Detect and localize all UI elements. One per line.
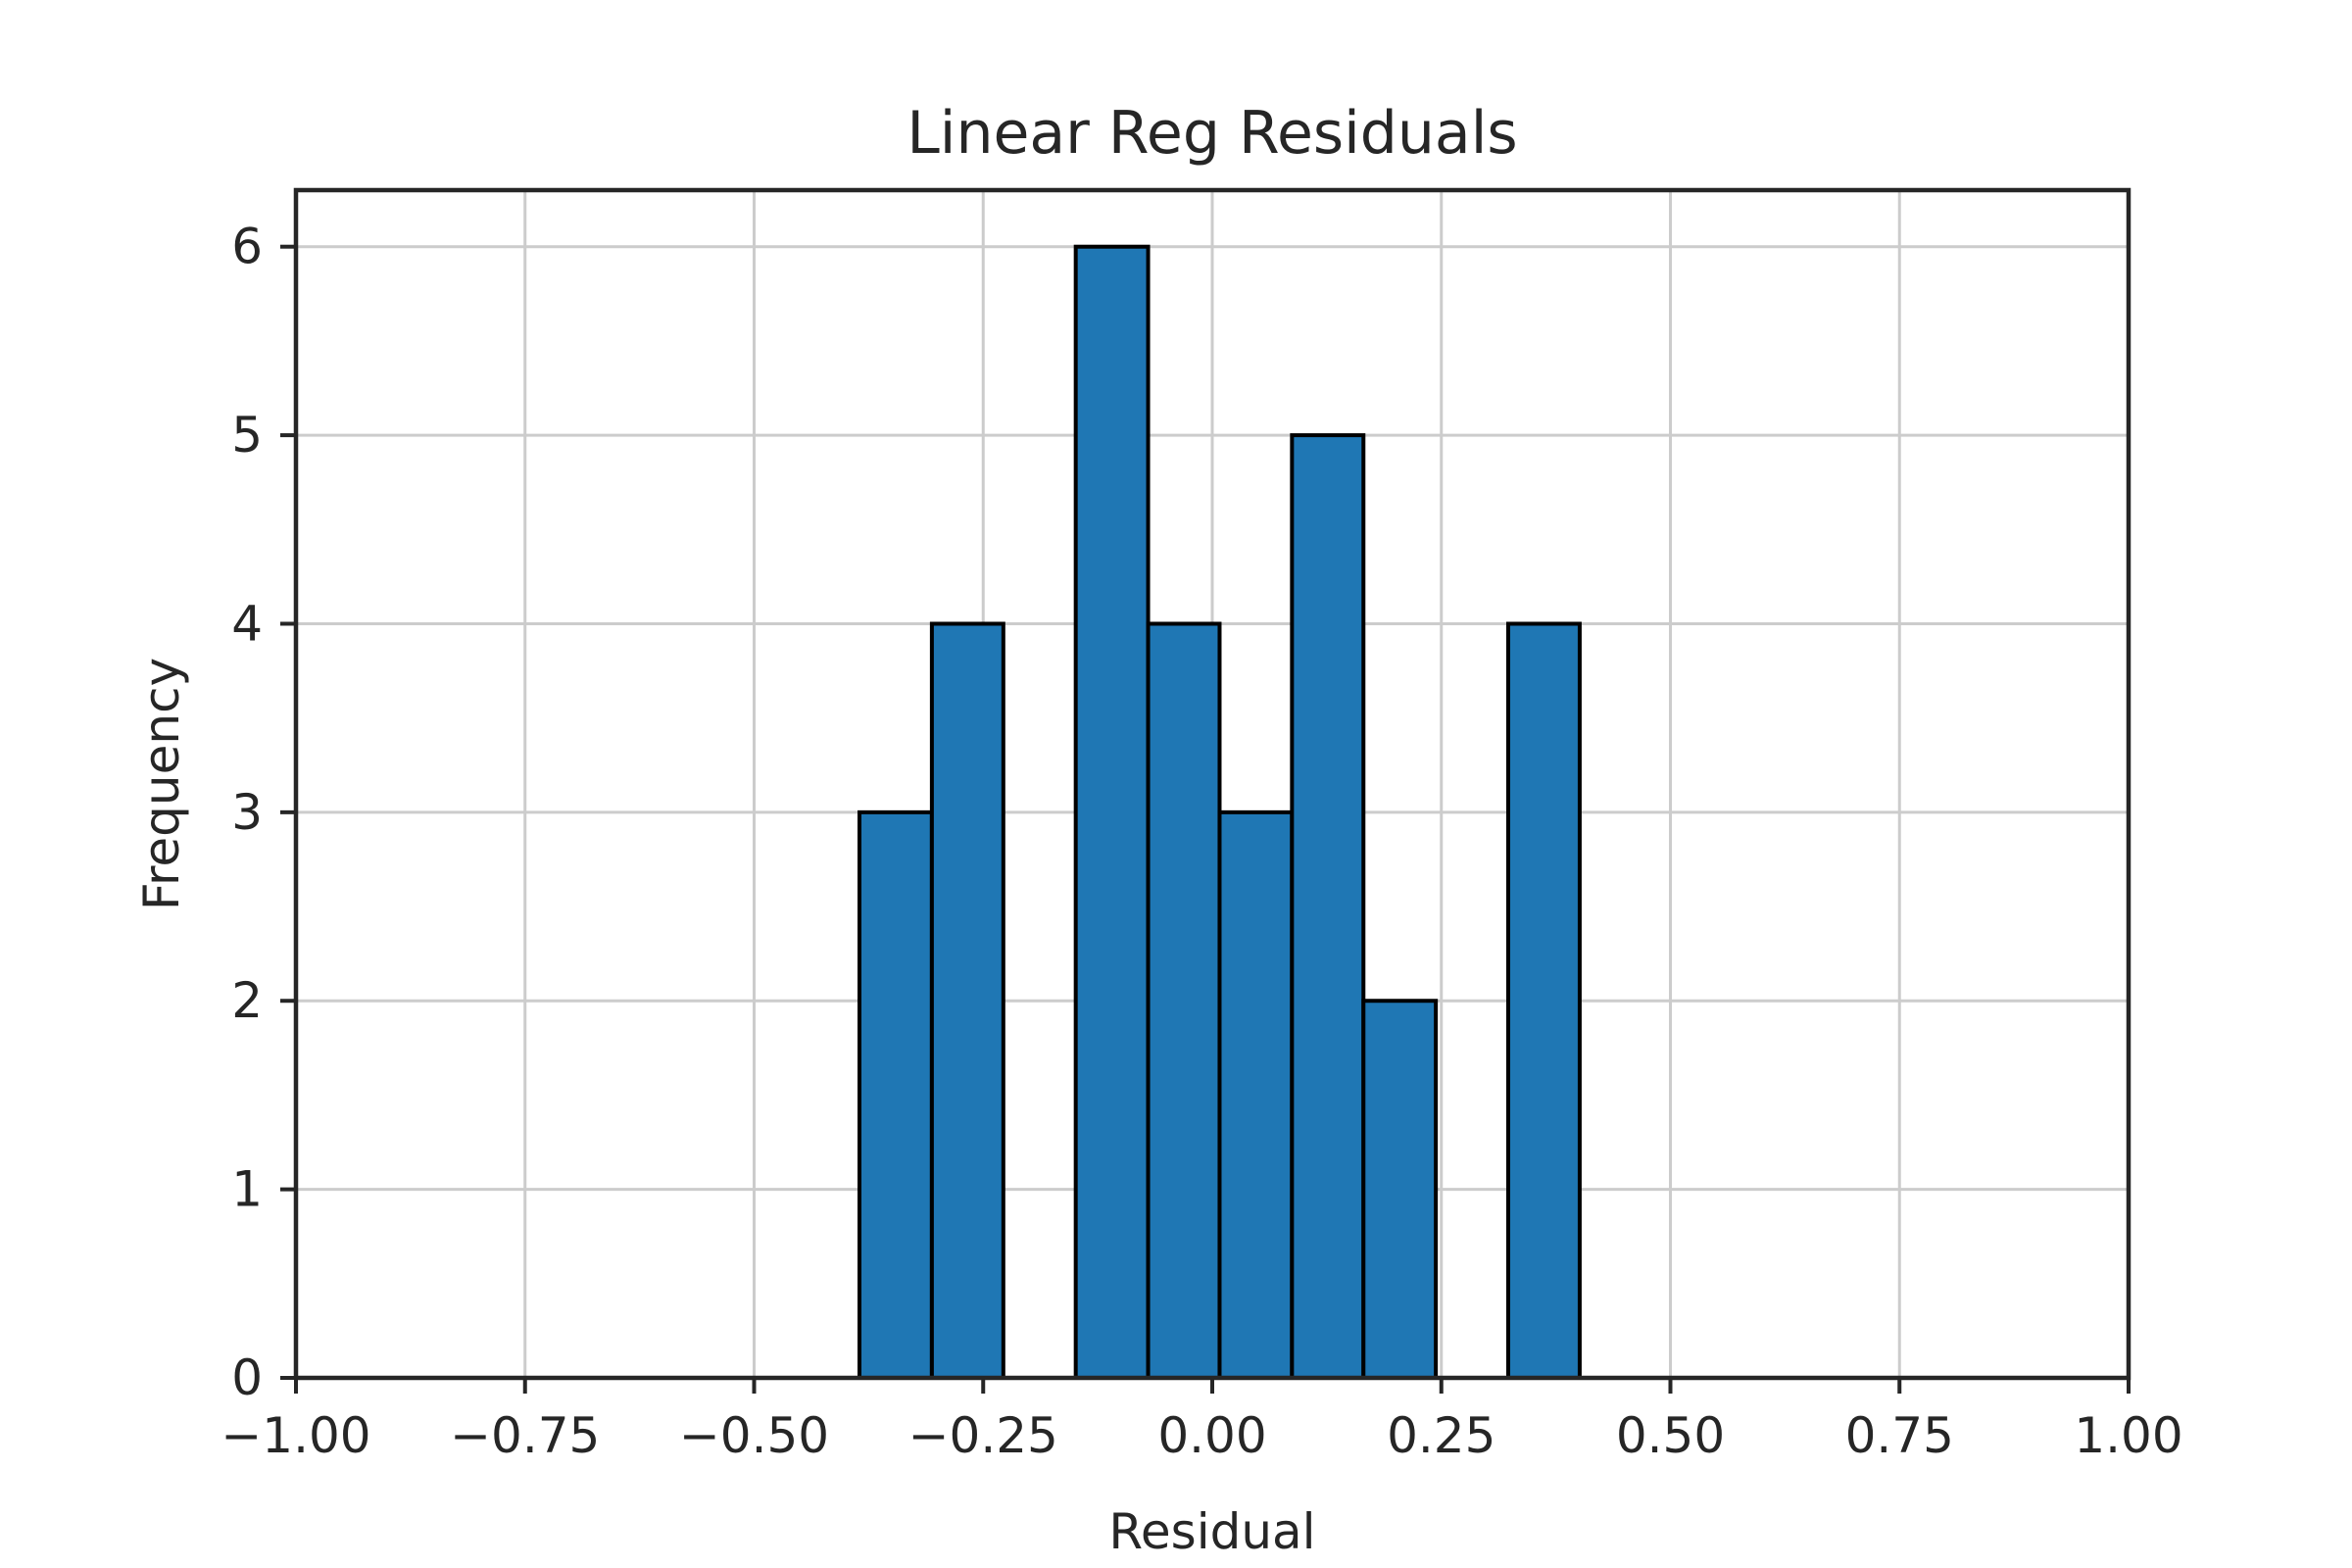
y-tick-label: 0 [231,1349,263,1406]
x-tick-label: 0.25 [1387,1407,1495,1464]
y-tick-label: 2 [231,972,263,1029]
y-tick-label: 1 [231,1161,263,1218]
x-axis-ticks: −1.00 −0.75 −0.50 −0.25 0.00 0.25 0.50 0.75 1.00 [220,1378,2183,1464]
y-axis-ticks: 0 1 2 3 4 5 6 [231,219,296,1406]
histogram-bar [1073,244,1151,1381]
x-tick-label: −0.75 [450,1407,600,1464]
x-tick-label: −0.50 [679,1407,829,1464]
y-tick-label: 4 [231,595,263,652]
histogram-bar [1361,999,1439,1380]
x-tick-label: 0.50 [1616,1407,1725,1464]
histogram-bar [1506,621,1582,1380]
y-axis-label: Frequency [133,658,190,910]
x-tick-label: −1.00 [220,1407,370,1464]
x-tick-label: 0.00 [1157,1407,1266,1464]
y-tick-label: 5 [231,407,263,464]
histogram-bar [1290,433,1366,1381]
bars [858,244,1582,1381]
x-tick-label: −0.25 [908,1407,1058,1464]
histogram-bar [1146,621,1222,1380]
histogram-bar [929,621,1005,1380]
chart-title: Linear Reg Residuals [906,99,1517,168]
x-axis-label: Residual [1108,1503,1315,1560]
y-tick-label: 3 [231,784,263,841]
histogram-bar [858,809,934,1380]
histogram-bar [1217,809,1295,1380]
x-tick-label: 0.75 [1845,1407,1954,1464]
y-tick-label: 6 [231,219,263,275]
x-tick-label: 1.00 [2074,1407,2182,1464]
